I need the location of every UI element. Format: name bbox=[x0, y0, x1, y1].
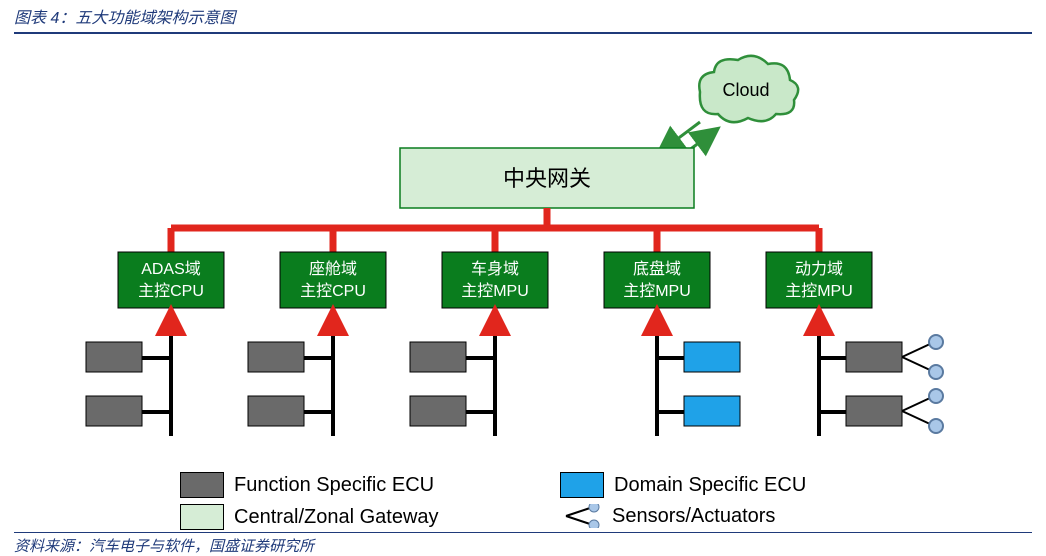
legend-gateway: Central/Zonal Gateway bbox=[180, 504, 439, 530]
central-gateway: 中央网关 bbox=[400, 148, 694, 208]
ecu-cluster-4 bbox=[657, 336, 740, 436]
legend-function-ecu-swatch bbox=[180, 472, 224, 498]
svg-text:底盘域: 底盘域 bbox=[633, 259, 681, 278]
red-bus bbox=[171, 208, 819, 252]
svg-text:座舱域: 座舱域 bbox=[309, 260, 357, 278]
sensor-fanout-1 bbox=[902, 335, 943, 379]
uplink-arrows bbox=[171, 312, 819, 336]
architecture-diagram: Cloud 中央网关 ADAS bbox=[0, 34, 1046, 532]
legend-domain-ecu-swatch bbox=[560, 472, 604, 498]
svg-text:动力域: 动力域 bbox=[795, 260, 843, 278]
legend-sensors: Sensors/Actuators bbox=[560, 504, 775, 528]
cloud-label: Cloud bbox=[722, 80, 769, 100]
svg-text:主控MPU: 主控MPU bbox=[785, 282, 853, 300]
domain-chassis: 底盘域 主控MPU bbox=[604, 252, 710, 308]
svg-text:主控CPU: 主控CPU bbox=[300, 282, 366, 300]
legend-function-ecu-label: Function Specific ECU bbox=[234, 474, 434, 497]
svg-text:ADAS域: ADAS域 bbox=[141, 260, 201, 278]
legend-gateway-swatch bbox=[180, 504, 224, 530]
legend-sensors-label: Sensors/Actuators bbox=[612, 505, 775, 528]
diagram-area: Cloud 中央网关 ADAS bbox=[0, 34, 1046, 532]
svg-text:车身域: 车身域 bbox=[471, 260, 519, 278]
domain-controllers: ADAS域 主控CPU 座舱域 主控CPU 车身域 主控MPU 底盘域 主控MP… bbox=[118, 252, 872, 308]
ecu-cluster-3 bbox=[410, 336, 495, 436]
domain-cabin: 座舱域 主控CPU bbox=[280, 252, 386, 308]
legend-gateway-label: Central/Zonal Gateway bbox=[234, 506, 439, 529]
domain-power: 动力域 主控MPU bbox=[766, 252, 872, 308]
cloud: Cloud bbox=[699, 56, 798, 122]
legend-domain-ecu: Domain Specific ECU bbox=[560, 472, 806, 498]
domain-adas: ADAS域 主控CPU bbox=[118, 252, 224, 308]
domain-body: 车身域 主控MPU bbox=[442, 252, 548, 308]
figure-title-bar: 图表 4：五大功能域架构示意图 bbox=[0, 0, 1046, 30]
gateway-label: 中央网关 bbox=[503, 166, 591, 191]
svg-text:主控MPU: 主控MPU bbox=[623, 282, 691, 300]
ecu-cluster-2 bbox=[248, 336, 333, 436]
legend-function-ecu: Function Specific ECU bbox=[180, 472, 434, 498]
legend-sensors-icon bbox=[560, 504, 602, 528]
legend-domain-ecu-label: Domain Specific ECU bbox=[614, 474, 806, 497]
ecu-cluster-1 bbox=[86, 336, 171, 436]
svg-text:主控CPU: 主控CPU bbox=[138, 282, 204, 300]
ecu-cluster-5 bbox=[819, 335, 943, 436]
svg-text:主控MPU: 主控MPU bbox=[461, 282, 529, 300]
figure-title: 图表 4：五大功能域架构示意图 bbox=[14, 10, 235, 27]
sensor-fanout-2 bbox=[902, 389, 943, 433]
figure-source: 资料来源：汽车电子与软件，国盛证券研究所 bbox=[0, 533, 1046, 556]
